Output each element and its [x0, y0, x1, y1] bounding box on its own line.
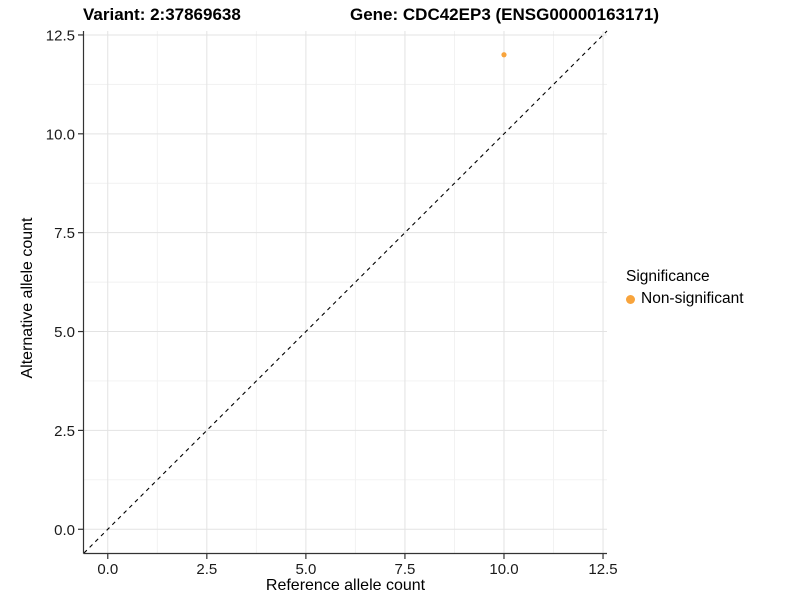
legend-key-dot-icon — [626, 294, 635, 304]
y-tick-label: 7.5 — [54, 225, 75, 242]
x-tick-label: 2.5 — [196, 561, 217, 578]
y-tick-label: 5.0 — [54, 324, 75, 341]
x-tick-label: 12.5 — [588, 561, 617, 578]
legend-item-label: Non-significant — [641, 290, 744, 307]
legend: Significance Non-significant — [626, 267, 744, 308]
x-tick-label: 0.0 — [97, 561, 118, 578]
data-point — [501, 52, 507, 58]
y-tick-label: 12.5 — [46, 27, 75, 44]
plot-title-gene: Gene: CDC42EP3 (ENSG00000163171) — [350, 5, 659, 24]
y-axis-title: Alternative allele count — [19, 217, 36, 379]
x-tick-label: 5.0 — [295, 561, 316, 578]
identity-line — [83, 30, 608, 554]
legend-item-non-significant: Non-significant — [626, 290, 744, 308]
legend-title: Significance — [626, 268, 710, 285]
x-tick-label: 7.5 — [395, 561, 416, 578]
x-axis-title: Reference allele count — [265, 577, 426, 594]
y-tick-label: 10.0 — [46, 126, 75, 143]
plot-title-variant: Variant: 2:37869638 — [83, 5, 241, 24]
y-tick-label: 2.5 — [54, 423, 75, 440]
y-tick-label: 0.0 — [54, 522, 75, 539]
x-tick-label: 10.0 — [489, 561, 518, 578]
